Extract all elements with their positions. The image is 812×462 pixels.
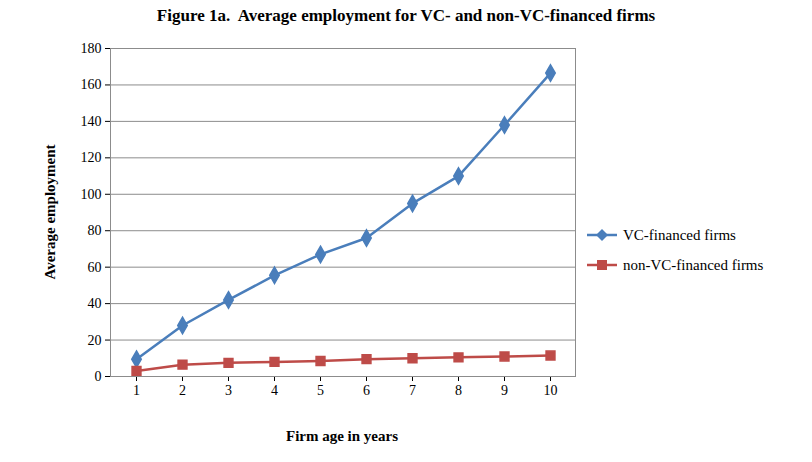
svg-text:40: 40 xyxy=(88,296,102,311)
svg-text:1: 1 xyxy=(133,383,140,398)
svg-text:60: 60 xyxy=(88,260,102,275)
html-text:Figure 1a. Average employment: Figure 1a. Average employment for VC- an… xyxy=(156,6,656,25)
html-text:VC-financed firms: VC-financed firms xyxy=(623,226,736,243)
svg-text:3: 3 xyxy=(225,383,232,398)
svg-text:120: 120 xyxy=(81,150,102,165)
html-text:non-VC-financed firms: non-VC-financed firms xyxy=(623,256,764,273)
svg-text:140: 140 xyxy=(81,114,102,129)
svg-text:160: 160 xyxy=(81,77,102,92)
html-text:Average employment: Average employment xyxy=(41,144,58,280)
svg-text:0: 0 xyxy=(95,369,102,384)
svg-text:80: 80 xyxy=(88,223,102,238)
html-text:Firm age in years: Firm age in years xyxy=(286,428,398,444)
svg-text:9: 9 xyxy=(501,383,508,398)
svg-text:7: 7 xyxy=(409,383,416,398)
svg-text:20: 20 xyxy=(88,333,102,348)
svg-text:10: 10 xyxy=(544,383,558,398)
svg-text:100: 100 xyxy=(81,187,102,202)
svg-text:180: 180 xyxy=(81,41,102,56)
svg-text:4: 4 xyxy=(271,383,278,398)
svg-text:6: 6 xyxy=(363,383,370,398)
svg-text:2: 2 xyxy=(179,383,186,398)
svg-text:8: 8 xyxy=(455,383,462,398)
svg-text:5: 5 xyxy=(317,383,324,398)
